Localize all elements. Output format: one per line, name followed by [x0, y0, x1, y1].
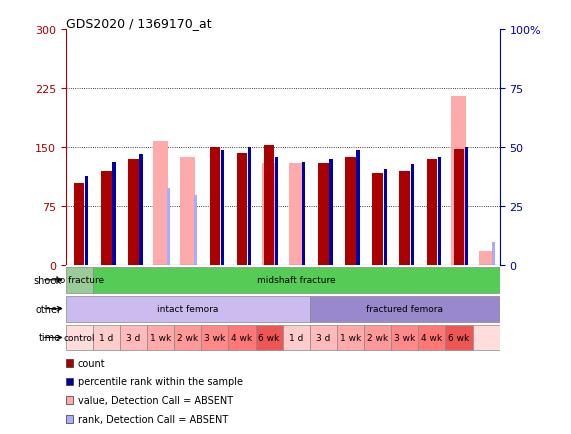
Text: 1 wk: 1 wk — [340, 333, 361, 342]
Bar — [356, 151, 360, 266]
Bar — [384, 169, 387, 266]
Bar — [255, 325, 283, 351]
Text: shock: shock — [33, 275, 61, 285]
Text: no fracture: no fracture — [54, 276, 104, 285]
Bar — [372, 173, 383, 266]
Bar — [465, 148, 468, 266]
Bar — [153, 142, 168, 266]
Bar — [128, 160, 139, 266]
Bar — [66, 325, 93, 351]
Text: 2 wk: 2 wk — [367, 333, 388, 342]
Bar — [221, 151, 224, 266]
Bar — [275, 158, 278, 266]
Bar — [309, 325, 337, 351]
Bar — [228, 325, 255, 351]
Bar — [174, 325, 202, 351]
Bar — [194, 195, 197, 266]
Bar — [264, 146, 274, 266]
Bar — [418, 325, 445, 351]
Bar — [66, 296, 309, 322]
Bar — [492, 259, 495, 266]
Bar — [302, 162, 305, 266]
Text: percentile rank within the sample: percentile rank within the sample — [78, 377, 243, 387]
Bar — [289, 164, 304, 266]
Bar — [400, 171, 410, 266]
Bar — [180, 158, 195, 266]
Bar — [167, 188, 170, 266]
Text: 3 d: 3 d — [316, 333, 331, 342]
Bar — [66, 267, 93, 293]
Bar — [345, 158, 356, 266]
Bar — [452, 97, 467, 266]
Text: 3 wk: 3 wk — [204, 333, 226, 342]
Text: rank, Detection Call = ABSENT: rank, Detection Call = ABSENT — [78, 414, 228, 424]
Bar — [283, 325, 309, 351]
Bar — [262, 164, 276, 266]
Bar — [454, 150, 464, 266]
Text: 1 d: 1 d — [289, 333, 303, 342]
Text: 3 d: 3 d — [126, 333, 140, 342]
Bar — [74, 184, 85, 266]
Bar — [473, 325, 500, 351]
Bar — [139, 155, 143, 266]
Text: 1 d: 1 d — [99, 333, 114, 342]
Text: 1 wk: 1 wk — [150, 333, 171, 342]
Text: fractured femora: fractured femora — [366, 304, 443, 313]
Text: GDS2020 / 1369170_at: GDS2020 / 1369170_at — [66, 17, 211, 30]
Text: 2 wk: 2 wk — [177, 333, 198, 342]
Text: control: control — [63, 333, 95, 342]
Bar — [478, 252, 493, 266]
Bar — [237, 154, 247, 266]
Bar — [329, 160, 332, 266]
Bar — [93, 325, 120, 351]
Text: 6 wk: 6 wk — [259, 333, 280, 342]
Text: 4 wk: 4 wk — [421, 333, 443, 342]
Bar — [248, 148, 251, 266]
Text: 3 wk: 3 wk — [394, 333, 415, 342]
Bar — [337, 325, 364, 351]
Bar — [364, 325, 391, 351]
Text: intact femora: intact femora — [157, 304, 218, 313]
Bar — [112, 162, 115, 266]
Bar — [318, 164, 328, 266]
Bar — [147, 325, 174, 351]
Text: value, Detection Call = ABSENT: value, Detection Call = ABSENT — [78, 395, 233, 405]
Bar — [210, 148, 220, 266]
Bar — [445, 325, 473, 351]
Text: time: time — [39, 333, 61, 343]
Bar — [492, 242, 495, 266]
Bar — [202, 325, 228, 351]
Bar — [309, 296, 500, 322]
Text: other: other — [35, 304, 61, 314]
Bar — [120, 325, 147, 351]
Text: 6 wk: 6 wk — [448, 333, 469, 342]
Bar — [427, 160, 437, 266]
Bar — [101, 171, 111, 266]
Text: midshaft fracture: midshaft fracture — [257, 276, 336, 285]
Bar — [391, 325, 418, 351]
Text: count: count — [78, 358, 105, 368]
Bar — [411, 164, 414, 266]
Text: 4 wk: 4 wk — [231, 333, 252, 342]
Bar — [438, 158, 441, 266]
Bar — [85, 176, 89, 266]
